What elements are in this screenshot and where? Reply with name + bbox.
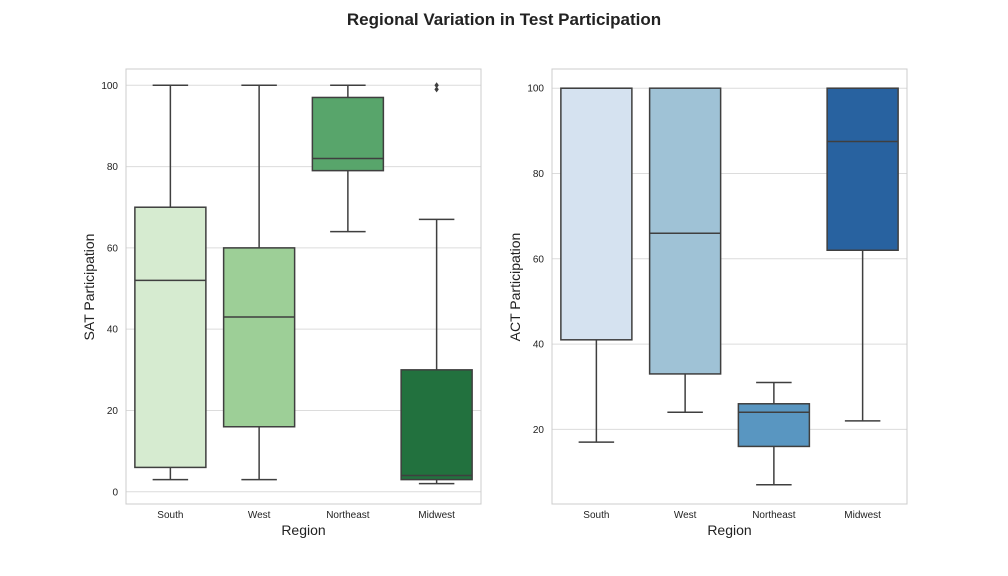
sat-midwest-outlier-point (434, 82, 439, 89)
act-y-tick-label: 40 (533, 340, 545, 351)
sat-y-tick-label: 0 (112, 487, 118, 498)
act-northeast-iqr-box (737, 403, 811, 448)
sat-northeast-box (311, 84, 385, 233)
act-south-box (560, 87, 633, 443)
act-boxes (560, 87, 899, 486)
sat-y-tick-label: 100 (101, 81, 118, 92)
act-x-axis-label: Region (707, 522, 751, 538)
act-y-tick-label: 100 (527, 84, 544, 95)
sat-northeast-iqr-box (311, 96, 385, 172)
sat-y-tick-label: 40 (107, 325, 119, 336)
sat-south-box (134, 84, 207, 481)
act-x-tick-labels: South West Northeast Midwest (583, 510, 881, 521)
sat-west-box (222, 84, 296, 481)
sat-midwest-box (400, 82, 473, 485)
sat-y-tick-labels: 0 20 40 60 80 100 (101, 81, 118, 499)
sat-south-iqr-box (134, 206, 207, 469)
act-south-iqr-box (560, 87, 633, 341)
sat-x-tick-label: South (157, 510, 183, 521)
act-plot-frame (551, 68, 908, 505)
sat-x-tick-label: Midwest (418, 510, 455, 521)
sat-x-tick-label: West (248, 510, 271, 521)
act-x-tick-label: Northeast (752, 510, 796, 521)
sat-y-tick-label: 80 (107, 162, 119, 173)
sat-midwest-outlier-point (434, 86, 439, 93)
sat-plot-frame (125, 68, 482, 505)
act-y-tick-label: 60 (533, 254, 545, 265)
act-x-tick-label: Midwest (844, 510, 881, 521)
sat-y-tick-label: 20 (107, 406, 119, 417)
act-y-tick-labels: 20 40 60 80 100 (527, 84, 544, 436)
act-midwest-iqr-box (826, 87, 899, 251)
act-x-tick-label: South (583, 510, 609, 521)
act-y-tick-label: 80 (533, 169, 545, 180)
sat-boxes (134, 82, 473, 485)
sat-y-tick-label: 60 (107, 243, 119, 254)
act-west-box (648, 87, 722, 414)
sat-west-iqr-box (222, 247, 296, 428)
sat-midwest-iqr-box (400, 369, 473, 481)
figure-title: Regional Variation in Test Participation (347, 10, 661, 29)
act-y-tick-label: 20 (533, 425, 545, 436)
act-west-iqr-box (648, 87, 722, 375)
sat-y-axis-label: SAT Participation (81, 234, 97, 341)
act-y-axis-label: ACT Participation (507, 233, 523, 342)
sat-x-tick-label: Northeast (326, 510, 370, 521)
act-x-tick-label: West (674, 510, 697, 521)
act-participation-chart: 20 40 60 80 100 South West Northeast Midwest Re… (507, 68, 908, 538)
act-midwest-box (826, 87, 899, 422)
act-northeast-box (737, 381, 811, 486)
sat-participation-chart: 0 20 40 60 80 100 South West Northeast Midwest R… (81, 68, 482, 538)
sat-x-tick-labels: South West Northeast Midwest (157, 510, 455, 521)
sat-x-axis-label: Region (281, 522, 325, 538)
